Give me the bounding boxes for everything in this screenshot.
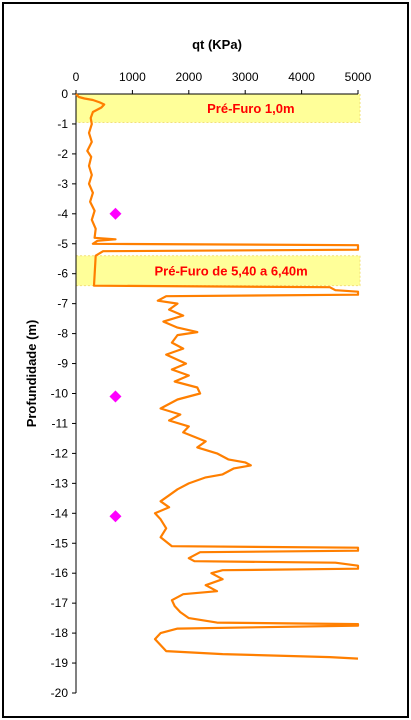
y-tick-label: -7: [57, 297, 68, 311]
marker-diamond: [109, 510, 122, 523]
predrill-label: Pré-Furo 1,0m: [207, 101, 294, 116]
predrill-band: [75, 255, 361, 287]
x-tick-label: 4000: [288, 70, 315, 84]
y-tick-label: -13: [51, 476, 69, 490]
qt-line: [75, 93, 360, 660]
x-axis-title: qt (KPa): [192, 37, 242, 52]
y-axis-title: Profundidade (m): [24, 320, 39, 428]
x-tick-label: 0: [73, 70, 80, 84]
x-axis: 0 1000 2000 3000 4000 5000: [73, 70, 372, 95]
y-tick-label: -5: [57, 237, 68, 251]
y-axis: 0 -1 -2 -3 -4 -5 -6 -7 -8 -9 -10 -11 -12 -13 -14 -15 -16…: [51, 87, 77, 700]
y-tick-label: -14: [51, 506, 69, 520]
y-tick-label: -2: [57, 147, 68, 161]
y-tick-label: -20: [51, 686, 69, 700]
y-tick-label: -4: [57, 207, 68, 221]
marker-points: [109, 207, 122, 523]
predrill-labels: Pré-Furo 1,0m Pré-Furo de 5,40 a 6,40m: [155, 101, 308, 278]
y-tick-label: -12: [51, 446, 69, 460]
y-tick-label: -15: [51, 536, 69, 550]
x-tick-label: 5000: [345, 70, 372, 84]
y-tick-label: -11: [52, 416, 69, 430]
y-tick-label: -1: [57, 117, 68, 131]
y-tick-label: 0: [61, 87, 68, 101]
y-tick-label: -8: [57, 327, 68, 341]
qt-series: [75, 93, 360, 660]
y-tick-label: -19: [51, 656, 69, 670]
y-tick-label: -17: [51, 596, 69, 610]
y-tick-label: -6: [57, 267, 68, 281]
y-tick-label: -10: [51, 387, 69, 401]
cpt-chart: 0 1000 2000 3000 4000 5000 0 -1 -2 -3 -4 -5 -6 -7 -8 -…: [24, 37, 372, 700]
x-tick-label: 1000: [119, 70, 146, 84]
x-tick-label: 3000: [232, 70, 259, 84]
y-tick-label: -3: [57, 177, 68, 191]
predrill-label: Pré-Furo de 5,40 a 6,40m: [155, 264, 308, 279]
x-tick-label: 2000: [175, 70, 202, 84]
predrill-bands: [75, 93, 361, 287]
marker-diamond: [109, 207, 122, 220]
y-tick-label: -9: [57, 357, 68, 371]
y-tick-label: -16: [51, 566, 69, 580]
y-tick-label: -18: [51, 626, 69, 640]
marker-diamond: [109, 390, 122, 403]
